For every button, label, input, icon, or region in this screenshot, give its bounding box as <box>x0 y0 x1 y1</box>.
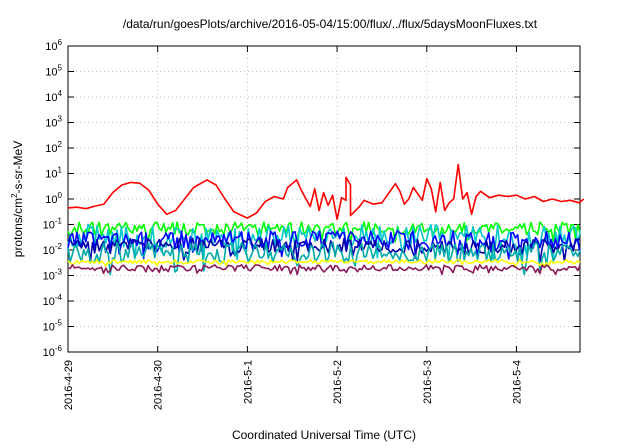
y-tick-label: 100 <box>45 191 62 206</box>
x-tick-label: 2016-5-4 <box>511 360 523 404</box>
y-tick-label: 10-6 <box>43 344 63 359</box>
x-axis-label: Coordinated Universal Time (UTC) <box>232 428 416 442</box>
series-line-1 <box>67 163 585 221</box>
y-tick-label: 10-3 <box>43 268 63 283</box>
chart-title: /data/run/goesPlots/archive/2016-05-04/1… <box>123 17 538 31</box>
x-tick-label: 2016-5-3 <box>422 360 434 404</box>
y-label-superscript: 2 <box>10 193 19 198</box>
y-tick-label: 103 <box>45 115 62 130</box>
x-tick-label: 2016-4-29 <box>63 360 75 410</box>
y-tick-label: 10-1 <box>43 217 63 232</box>
y-tick-label: 105 <box>45 64 62 79</box>
y-tick-label: 101 <box>45 166 62 181</box>
y-tick-label: 10-4 <box>43 293 63 308</box>
x-tick-label: 2016-4-30 <box>153 360 165 410</box>
series-line-7 <box>67 258 581 267</box>
y-tick-label: 10-2 <box>43 242 63 257</box>
y-label-prefix: protons/cm <box>11 198 25 257</box>
series-lines <box>67 163 585 276</box>
series-line-6 <box>67 241 581 276</box>
y-tick-label: 106 <box>45 38 62 53</box>
grid <box>68 46 580 352</box>
series-line-2 <box>67 221 581 243</box>
y-axis-ticks: 106 105 104 103 102 101 100 10-1 10-2 10-3 10-4 10-… <box>43 38 580 359</box>
x-axis-ticks: 2016-4-29 2016-4-30 2016-5-1 2016-5-2 2016-5… <box>63 46 523 410</box>
x-tick-label: 2016-5-1 <box>242 360 254 404</box>
y-tick-label: 10-5 <box>43 319 63 334</box>
y-tick-label: 104 <box>45 89 62 104</box>
x-tick-label: 2016-5-2 <box>332 360 344 404</box>
series-line-8 <box>67 264 581 276</box>
y-axis-label: protons/cm2-s-sr-MeV <box>10 141 25 257</box>
y-label-suffix: -s-sr-MeV <box>11 141 25 194</box>
y-tick-label: 102 <box>45 140 62 155</box>
